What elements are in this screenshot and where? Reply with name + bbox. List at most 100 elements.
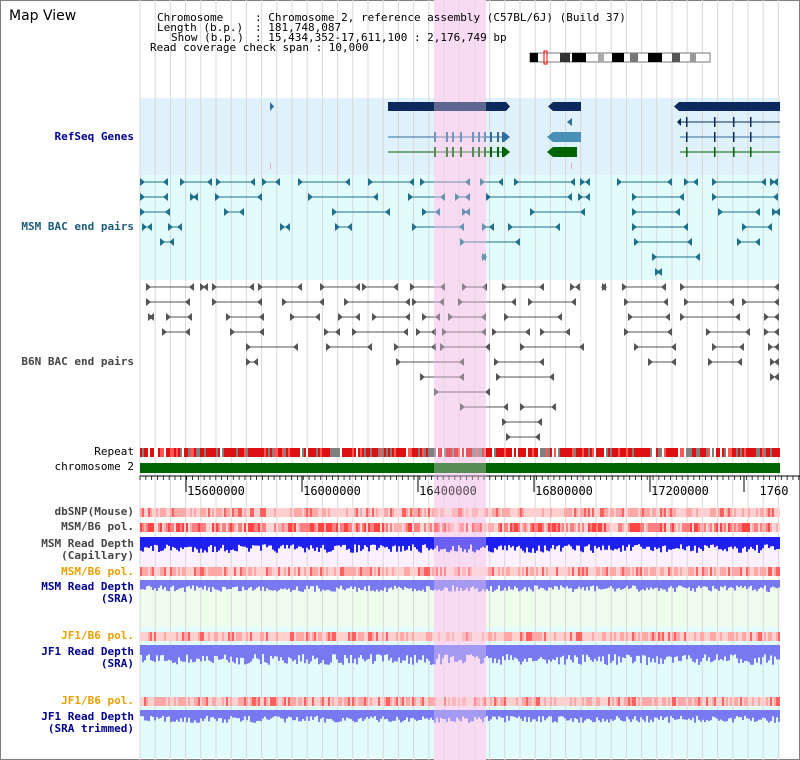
- msm-bac-pair-end: [482, 223, 487, 231]
- msm-sra-depth-bar: [208, 580, 210, 588]
- msm-b6-pol-mark: [452, 523, 454, 532]
- jf1-trimmed-depth-bar: [248, 710, 250, 716]
- dbsnp-mark: [678, 508, 680, 517]
- track-label-refseq-genes[interactable]: RefSeq Genes: [54, 130, 134, 143]
- msm-capillary-depth-bar: [508, 537, 510, 546]
- jf1-trimmed-depth-bar: [508, 710, 510, 721]
- jf1-trimmed-depth-bar: [766, 710, 768, 721]
- msm-capillary-depth-bar: [602, 537, 604, 546]
- jf1-trimmed-depth-bar: [662, 710, 664, 721]
- msm-sra-depth-bar: [190, 580, 192, 589]
- jf1-trimmed-depth-bar: [184, 710, 186, 718]
- msm-b6-pol2-mark: [352, 567, 354, 576]
- msm-capillary-depth-bar: [680, 537, 682, 545]
- jf1-b6-pol2-mark: [746, 697, 748, 706]
- jf1-trimmed-depth-bar: [520, 710, 522, 719]
- msm-b6-pol-mark: [262, 523, 264, 532]
- repeat-mark: [546, 448, 548, 457]
- b6n-bac-pair-end: [774, 283, 779, 291]
- msm-b6-pol-mark: [762, 523, 764, 532]
- msm-b6-pol-mark: [370, 523, 372, 532]
- track-label-msm-bac[interactable]: MSM BAC end pairs: [21, 220, 134, 233]
- track-label-jf1-b6-pol[interactable]: JF1/B6 pol.: [61, 629, 134, 642]
- msm-b6-pol2-mark: [384, 567, 386, 576]
- jf1-sra-depth-bar: [516, 645, 518, 659]
- msm-sra-depth-bar: [202, 580, 204, 590]
- msm-b6-pol2-mark: [478, 567, 480, 576]
- msm-sra-depth-bar: [198, 580, 200, 588]
- msm-capillary-depth-bar: [210, 537, 212, 546]
- dbsnp-mark: [448, 508, 450, 517]
- msm-capillary-depth-bar: [160, 537, 162, 551]
- jf1-trimmed-depth-bar: [754, 710, 756, 722]
- dbsnp-mark: [408, 508, 410, 517]
- msm-b6-pol2-mark: [376, 567, 378, 576]
- b6n-bac-pair-end: [185, 328, 190, 336]
- jf1-b6-pol-mark: [574, 632, 576, 641]
- msm-bac-pair-end: [422, 208, 427, 216]
- msm-capillary-depth-bar: [518, 537, 520, 546]
- jf1-b6-pol-mark: [388, 632, 390, 641]
- jf1-sra-depth-bar: [248, 645, 250, 664]
- dbsnp-mark: [558, 508, 560, 517]
- msm-capillary-depth-bar: [642, 537, 644, 549]
- repeat-mark: [476, 448, 478, 457]
- dbsnp-mark: [396, 508, 398, 517]
- msm-b6-pol-mark: [744, 523, 746, 532]
- msm-b6-pol2-mark: [682, 567, 684, 576]
- track-label-msm-b6-pol[interactable]: MSM/B6 pol.: [61, 520, 134, 533]
- msm-b6-pol-mark: [174, 523, 176, 532]
- msm-bac-pair-end: [465, 208, 470, 216]
- jf1-trimmed-depth-bar: [660, 710, 662, 717]
- jf1-b6-pol2-mark: [288, 697, 290, 706]
- jf1-b6-pol2-mark: [524, 697, 526, 706]
- msm-b6-pol2-mark: [198, 567, 200, 576]
- jf1-b6-pol2-mark: [588, 697, 590, 706]
- jf1-trimmed-depth-bar: [568, 710, 570, 721]
- msm-sra-depth-bar: [212, 580, 214, 587]
- dbsnp-mark: [452, 508, 454, 517]
- jf1-b6-pol-mark: [732, 632, 734, 641]
- dbsnp-mark: [534, 508, 536, 517]
- track-label-msm-b6-pol-2[interactable]: MSM/B6 pol.: [61, 565, 134, 578]
- msm-b6-pol2-mark: [702, 567, 704, 576]
- jf1-sra-depth-bar: [304, 645, 306, 664]
- track-label-msm-read-depth-capillary[interactable]: MSM Read Depth: [41, 537, 134, 550]
- msm-capillary-depth-bar: [224, 537, 226, 552]
- jf1-b6-pol2-mark: [170, 697, 172, 706]
- jf1-b6-pol2-mark: [368, 697, 370, 706]
- msm-b6-pol2-mark: [172, 567, 174, 576]
- msm-b6-pol-mark: [332, 523, 334, 532]
- jf1-b6-pol-mark: [510, 632, 512, 641]
- repeat-mark: [184, 448, 186, 457]
- msm-b6-pol-mark: [306, 523, 308, 532]
- jf1-sra-depth-bar: [242, 645, 244, 659]
- msm-b6-pol2-mark: [590, 567, 592, 576]
- track-label-b6n-bac[interactable]: B6N BAC end pairs: [21, 355, 134, 368]
- msm-bac-pair-end: [140, 208, 145, 216]
- jf1-b6-pol-mark: [400, 632, 402, 641]
- jf1-b6-pol-mark: [364, 632, 366, 641]
- track-label-jf1-b6-pol-2[interactable]: JF1/B6 pol.: [61, 694, 134, 707]
- dbsnp-mark: [738, 508, 740, 517]
- msm-capillary-depth-bar: [192, 537, 194, 552]
- jf1-trimmed-depth-bar: [356, 710, 358, 722]
- track-label-jf1-read-depth-trimmed[interactable]: JF1 Read Depth: [41, 710, 134, 723]
- jf1-b6-pol-mark: [746, 632, 748, 641]
- exon: [446, 147, 448, 157]
- repeat-mark: [348, 448, 350, 457]
- track-label-msm-read-depth-sra[interactable]: MSM Read Depth: [41, 580, 134, 593]
- track-label-dbsnp[interactable]: dbSNP(Mouse): [54, 505, 134, 518]
- jf1-sra-depth-bar: [276, 645, 278, 657]
- exon: [484, 147, 486, 157]
- msm-sra-depth-bar: [170, 580, 172, 588]
- msm-capillary-depth-bar: [250, 537, 252, 549]
- msm-b6-pol2-mark: [700, 567, 702, 576]
- track-label-jf1-read-depth-sra[interactable]: JF1 Read Depth: [41, 645, 134, 658]
- jf1-b6-pol-mark: [588, 632, 590, 641]
- msm-sra-depth-bar: [260, 580, 262, 591]
- msm-b6-pol-mark: [154, 523, 156, 532]
- repeat-mark: [740, 448, 742, 457]
- msm-capillary-depth-bar: [570, 537, 572, 547]
